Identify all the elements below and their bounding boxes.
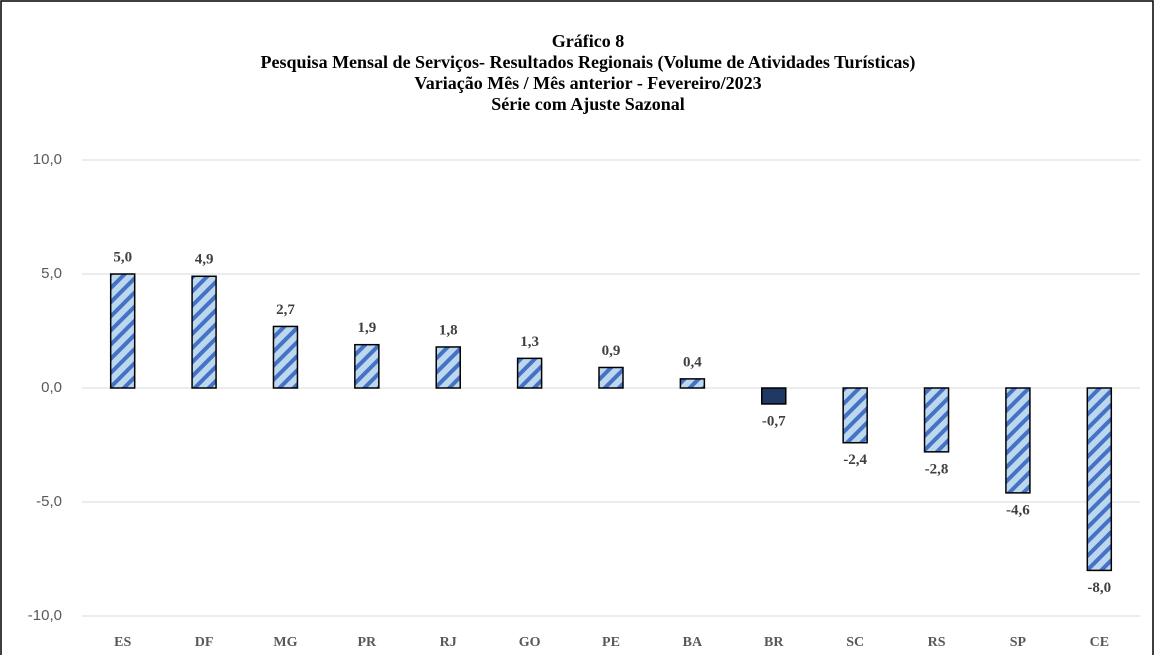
x-tick-label: DF [195,635,214,650]
title-line: Série com Ajuste Sazonal [491,94,684,114]
x-tick-label: SC [846,635,864,650]
bar [1005,387,1031,494]
x-tick-label: ES [114,635,131,650]
value-label: 1,3 [520,334,539,350]
y-tick-label: -10,0 [28,607,62,624]
x-tick-label: MG [273,635,297,650]
y-tick-label: 0,0 [41,379,62,396]
bar [272,325,299,389]
x-tick-label: BR [764,635,784,650]
x-tick-label: RS [928,635,946,650]
value-label: -2,4 [843,452,867,468]
x-tick-label: PE [602,635,620,650]
value-label: -4,6 [1006,502,1030,518]
bar [354,343,380,389]
value-label: 1,8 [439,322,458,338]
x-tick-label: RJ [440,635,457,650]
y-tick-label: 10,0 [33,151,62,168]
x-tick-label: PR [358,635,378,650]
y-tick-label: 5,0 [41,265,62,282]
bar [1086,387,1113,572]
value-label: 5,0 [113,249,132,265]
bar [923,387,950,453]
bar [109,273,136,389]
title-line: Gráfico 8 [552,31,624,51]
value-label: 1,9 [357,320,376,336]
x-tick-label: CE [1090,635,1109,650]
x-tick-label: SP [1010,635,1027,650]
bar [516,357,543,389]
bar [842,387,868,444]
bar [679,378,706,389]
bar [598,366,624,389]
value-label: -8,0 [1087,580,1111,596]
value-label: 2,7 [276,302,295,318]
x-tick-label: GO [519,635,541,650]
x-tick-label: BA [683,635,703,650]
title-line: Variação Mês / Mês anterior - Fevereiro/… [414,73,761,93]
bar [435,346,461,389]
bar [191,275,217,389]
value-label: -0,7 [762,413,786,429]
value-label: 0,4 [683,354,702,370]
value-label: 4,9 [195,252,214,268]
title-line: Pesquisa Mensal de Serviços- Resultados … [261,52,916,73]
bar [761,387,787,405]
value-label: 0,9 [602,343,621,359]
y-tick-label: -5,0 [36,493,62,510]
value-label: -2,8 [925,461,949,477]
